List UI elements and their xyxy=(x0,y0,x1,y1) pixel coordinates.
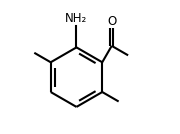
Text: O: O xyxy=(107,15,116,28)
Text: NH₂: NH₂ xyxy=(65,12,88,25)
